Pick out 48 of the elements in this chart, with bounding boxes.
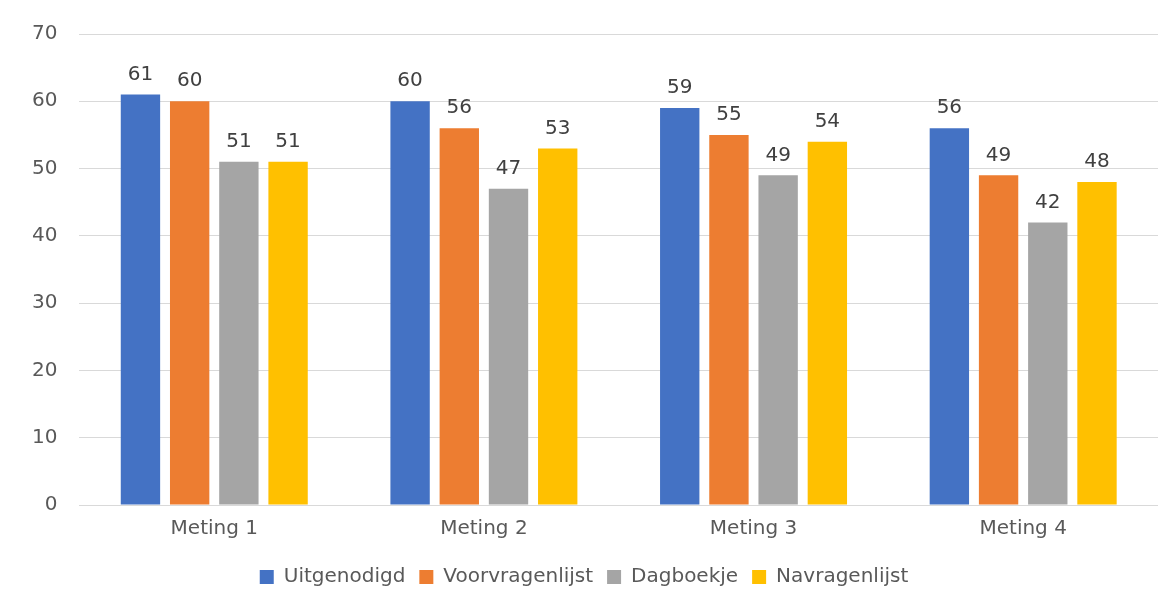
bar [978,175,1019,505]
y-tick-label: 0 [44,491,58,516]
legend-label: Navragenlijst [776,563,909,588]
y-tick-label: 70 [32,20,58,45]
y-tick-label: 30 [32,289,58,314]
data-label: 60 [397,67,423,92]
bar [488,188,529,505]
data-label: 51 [226,128,252,153]
legend-label: Voorvragenlijst [443,563,594,588]
bar [660,108,700,505]
bar [807,141,848,505]
legend-label: Uitgenodigd [283,563,406,588]
bar [268,161,308,505]
data-label: 49 [985,141,1012,166]
bar [538,148,578,505]
data-label: 60 [176,67,203,92]
bar [1077,182,1117,505]
data-label: 42 [1035,188,1061,213]
data-label: 53 [544,114,571,139]
bar [758,175,798,505]
data-label: 47 [495,154,522,179]
data-label: 54 [814,107,841,132]
data-label: 49 [765,141,791,166]
x-tick-label: Meting 3 [709,515,798,540]
bar [120,94,161,505]
x-tick-label: Meting 2 [440,515,528,540]
bar [439,128,479,505]
bar [169,101,210,505]
y-tick-label: 50 [32,154,58,179]
y-tick-label: 10 [32,423,58,448]
data-label: 61 [127,60,154,85]
legend-label: Dagboekje [631,563,739,588]
x-tick-label: Meting 1 [170,515,258,540]
data-label: 59 [667,74,693,99]
bar [390,101,430,505]
bar [929,128,970,505]
y-tick-label: 20 [32,356,58,381]
data-label: 51 [275,128,301,153]
bar [709,134,749,505]
y-tick-label: 60 [32,87,58,112]
y-tick-label: 40 [32,222,58,247]
bar [219,161,259,505]
data-label: 48 [1084,148,1110,173]
x-tick-label: Meting 4 [979,515,1067,540]
bar [1028,222,1068,505]
data-label: 56 [446,94,473,119]
data-label: 56 [936,94,963,119]
data-label: 55 [716,101,742,126]
